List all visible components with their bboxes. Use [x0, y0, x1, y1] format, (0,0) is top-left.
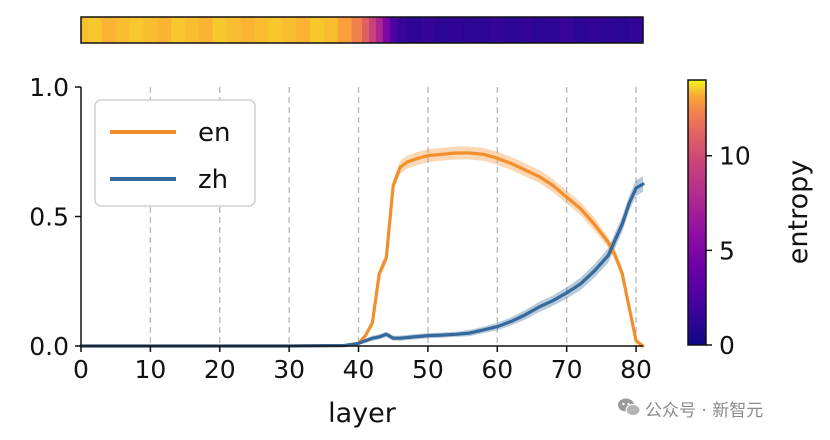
- y-tick-label: 1.0: [29, 73, 69, 102]
- heatmap-cell: [587, 17, 602, 43]
- heatmap-cell: [198, 17, 214, 43]
- x-tick-label: 80: [620, 355, 652, 384]
- heatmap-cell: [615, 17, 630, 43]
- heatmap-cell: [240, 17, 256, 43]
- heatmap-cell: [101, 17, 117, 43]
- heatmap-cell: [351, 17, 363, 43]
- colorbar-title: entropy: [783, 160, 814, 264]
- heatmap-cell: [368, 17, 377, 43]
- x-axis-title: layer: [328, 398, 397, 429]
- heatmap-cell: [573, 17, 589, 43]
- heatmap-cell: [323, 17, 339, 43]
- legend-box: [94, 99, 256, 207]
- y-tick-label: 0.5: [29, 203, 69, 232]
- x-tick-label: 60: [481, 355, 513, 384]
- heatmap-cell: [296, 17, 311, 43]
- entropy-heatmap-strip: [81, 17, 644, 43]
- heatmap-cell: [115, 17, 131, 43]
- heatmap-cell: [629, 17, 644, 43]
- heatmap-cell: [282, 17, 297, 43]
- colorbar-ticks: 0 5 10: [706, 142, 751, 360]
- colorbar-tick-label: 10: [719, 142, 751, 171]
- heatmap-cell: [129, 17, 145, 43]
- heatmap-cell: [362, 17, 370, 43]
- x-tick-label: 20: [204, 355, 236, 384]
- heatmap-cell: [490, 17, 505, 43]
- colorbar: 0 5 10 entropy: [687, 79, 814, 360]
- colorbar-tick-label: 5: [719, 236, 735, 265]
- watermark: 公众号 · 新智元: [618, 398, 763, 421]
- x-ticks: 0 10 20 30 40 50 60 70 80: [73, 346, 652, 384]
- legend-label-zh: zh: [198, 165, 228, 195]
- legend-label-en: en: [198, 118, 230, 148]
- x-tick-label: 0: [73, 355, 89, 384]
- heatmap-cell: [309, 17, 325, 43]
- heatmap-cell: [448, 17, 464, 43]
- x-tick-label: 30: [273, 355, 305, 384]
- heatmap-cell: [396, 17, 408, 43]
- heatmap-cell: [382, 17, 391, 43]
- heatmap-cell: [268, 17, 283, 43]
- heatmap-cell: [212, 17, 228, 43]
- x-tick-label: 40: [343, 355, 375, 384]
- x-tick-label: 10: [134, 355, 166, 384]
- line-en: [79, 151, 645, 348]
- heatmap-cell: [559, 17, 575, 43]
- x-tick-label: 50: [412, 355, 444, 384]
- series-lines: [79, 151, 645, 348]
- heatmap-cell: [81, 17, 89, 43]
- watermark-text: 公众号 · 新智元: [645, 401, 763, 421]
- heatmap-cell: [420, 17, 436, 43]
- heatmap-cell: [375, 17, 384, 43]
- heatmap-cell: [157, 17, 172, 43]
- heatmap-cell: [171, 17, 186, 43]
- heatmap-cell: [545, 17, 561, 43]
- heatmap-cell: [504, 17, 519, 43]
- heatmap-cell: [601, 17, 616, 43]
- heatmap-cell: [337, 17, 353, 43]
- heatmap-cell: [476, 17, 491, 43]
- heatmap-frame: [80, 16, 644, 44]
- legend: en zh: [94, 99, 256, 207]
- heatmap-cell: [389, 17, 398, 43]
- heatmap-cell: [462, 17, 478, 43]
- wechat-icon: [618, 398, 641, 416]
- colorbar-tick-label: 0: [719, 331, 735, 360]
- heatmap-cell: [434, 17, 450, 43]
- line-zh: [79, 182, 645, 348]
- y-tick-label: 0.0: [29, 332, 69, 361]
- x-tick-label: 70: [551, 355, 583, 384]
- heatmap-cell: [87, 17, 103, 43]
- heatmap-cell: [518, 17, 533, 43]
- y-ticks: 0.0 0.5 1.0: [29, 73, 81, 361]
- heatmap-cell: [143, 17, 158, 43]
- heatmap-cell: [226, 17, 242, 43]
- heatmap-cell: [407, 17, 422, 43]
- colorbar-gradient: [687, 79, 707, 346]
- heatmap-cell: [185, 17, 200, 43]
- heatmap-cell: [531, 17, 547, 43]
- heatmap-cell: [254, 17, 269, 43]
